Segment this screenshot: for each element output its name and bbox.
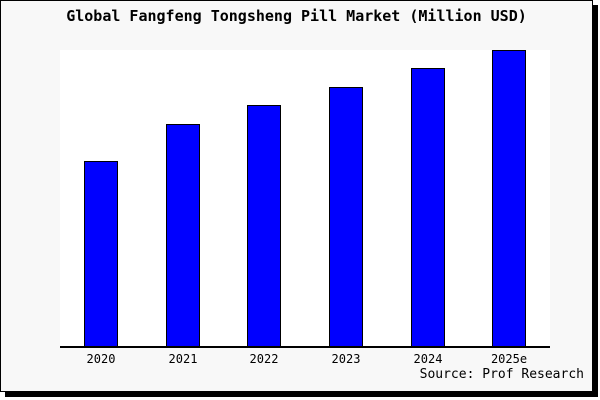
x-axis-ticks: 2020 2021 2022 2023 2024 2025e <box>60 352 550 368</box>
x-tick-label-2021: 2021 <box>168 352 198 366</box>
chart-title: Global Fangfeng Tongsheng Pill Market (M… <box>66 7 527 25</box>
x-tick-label-2022: 2022 <box>249 352 279 366</box>
source-credit: Source: Prof Research <box>419 367 584 382</box>
bar-2020 <box>84 161 118 346</box>
bar-2021 <box>166 124 200 346</box>
plot-area <box>60 50 550 348</box>
x-tick-label-2020: 2020 <box>86 352 116 366</box>
chart-frame: Global Fangfeng Tongsheng Pill Market (M… <box>0 0 593 392</box>
bar-2025e <box>492 50 526 346</box>
bar-2023 <box>329 87 363 346</box>
bar-2024 <box>411 68 445 346</box>
bar-2022 <box>247 105 281 346</box>
x-tick-label-2023: 2023 <box>331 352 361 366</box>
x-tick-label-2024: 2024 <box>413 352 443 366</box>
x-tick-label-2025e: 2025e <box>490 352 528 366</box>
